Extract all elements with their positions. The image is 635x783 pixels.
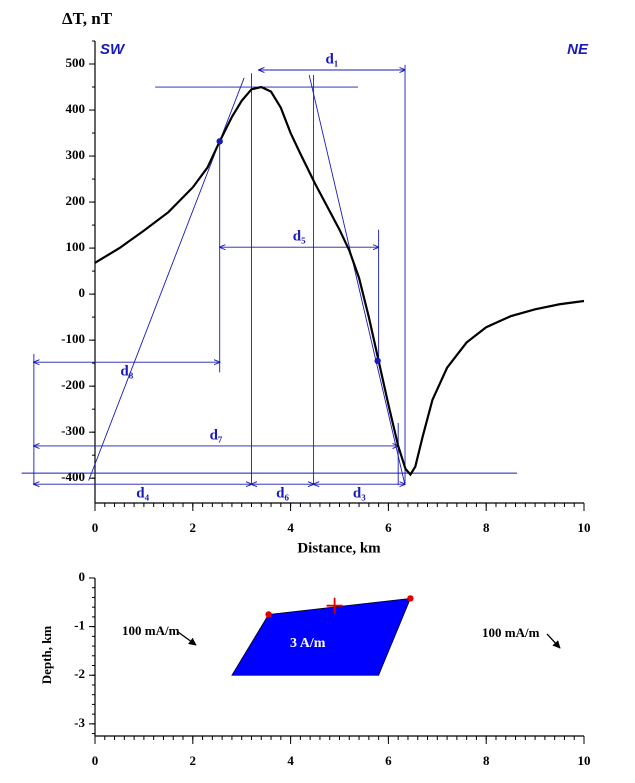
x-tick-label: 0 (92, 520, 99, 535)
y-tick-label: -100 (61, 331, 85, 346)
y-tick-label: 0 (79, 569, 86, 584)
body-label: 3 A/m (290, 636, 326, 651)
tangent-point (216, 138, 223, 145)
magnetization-label: 100 mA/m (122, 623, 180, 638)
x-tick-label: 4 (287, 520, 294, 535)
x-tick-label: 10 (578, 753, 591, 768)
x-tick-label: 0 (92, 753, 99, 768)
y-axis-title: ΔT, nT (62, 9, 113, 28)
side-label: NE (567, 41, 589, 58)
center-mark (326, 597, 343, 614)
y-tick-label: 400 (66, 101, 86, 116)
y-tick-label: 300 (66, 147, 86, 162)
y-tick-label: -3 (74, 715, 85, 730)
y-tick-label: 200 (66, 193, 86, 208)
distance-label: d₃ (353, 486, 366, 502)
side-label: SW (100, 41, 126, 58)
x-tick-label: 4 (287, 753, 294, 768)
x-tick-label: 8 (483, 753, 490, 768)
x-tick-label: 6 (385, 753, 392, 768)
anomaly-curve (94, 85, 585, 477)
y-tick-label: -400 (61, 469, 85, 484)
tangent-point (374, 357, 381, 365)
distance-label: d₄ (136, 486, 149, 502)
distance-label: d₈ (120, 364, 133, 380)
corner-point (265, 611, 272, 618)
distance-label: d₆ (276, 486, 289, 502)
magnetization-arrow (177, 631, 197, 646)
distance-label: d₁ (325, 51, 338, 67)
x-tick-label: 6 (385, 520, 392, 535)
y-tick-label: 500 (66, 55, 86, 70)
corner-point (407, 595, 414, 602)
distance-label: d₅ (293, 229, 306, 245)
x-tick-label: 8 (483, 520, 490, 535)
y-tick-label: -300 (61, 423, 85, 438)
x-tick-label: 2 (190, 520, 197, 535)
x-tick-label: 10 (578, 520, 591, 535)
x-tick-label: 2 (190, 753, 197, 768)
magnetization-label: 100 mA/m (482, 625, 540, 640)
x-axis-title: Distance, km (297, 540, 381, 556)
magnetization-arrow (546, 633, 561, 649)
source-body (231, 597, 412, 676)
y-tick-label: -1 (74, 618, 85, 633)
y-tick-label: 100 (66, 239, 86, 254)
y-axis-title: Depth, km (39, 626, 54, 685)
distance-label: d₇ (210, 427, 223, 443)
y-tick-label: -200 (61, 377, 85, 392)
y-tick-label: -2 (74, 666, 85, 681)
construction-line (308, 74, 406, 486)
y-tick-label: 0 (79, 285, 86, 300)
